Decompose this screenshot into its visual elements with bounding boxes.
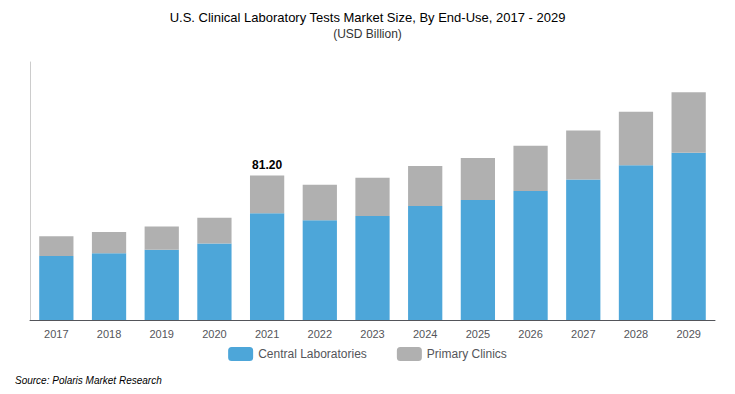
- svg-text:2029: 2029: [676, 328, 700, 340]
- svg-text:2018: 2018: [97, 328, 121, 340]
- svg-text:Primary Clinics: Primary Clinics: [427, 347, 507, 361]
- svg-text:2020: 2020: [202, 328, 226, 340]
- svg-text:2026: 2026: [518, 328, 542, 340]
- svg-text:81.20: 81.20: [252, 158, 282, 172]
- svg-text:Central Laboratories: Central Laboratories: [258, 347, 367, 361]
- svg-text:2027: 2027: [571, 328, 595, 340]
- svg-text:Source: Polaris Market Researc: Source: Polaris Market Research: [15, 375, 162, 386]
- svg-text:2023: 2023: [360, 328, 384, 340]
- svg-text:2019: 2019: [149, 328, 173, 340]
- svg-text:2021: 2021: [255, 328, 279, 340]
- svg-text:(USD Billion): (USD Billion): [333, 27, 402, 41]
- svg-text:2025: 2025: [466, 328, 490, 340]
- svg-text:U.S. Clinical Laboratory Tests: U.S. Clinical Laboratory Tests Market Si…: [170, 10, 566, 25]
- svg-text:2022: 2022: [308, 328, 332, 340]
- svg-text:2028: 2028: [624, 328, 648, 340]
- svg-text:2024: 2024: [413, 328, 437, 340]
- svg-text:2017: 2017: [44, 328, 68, 340]
